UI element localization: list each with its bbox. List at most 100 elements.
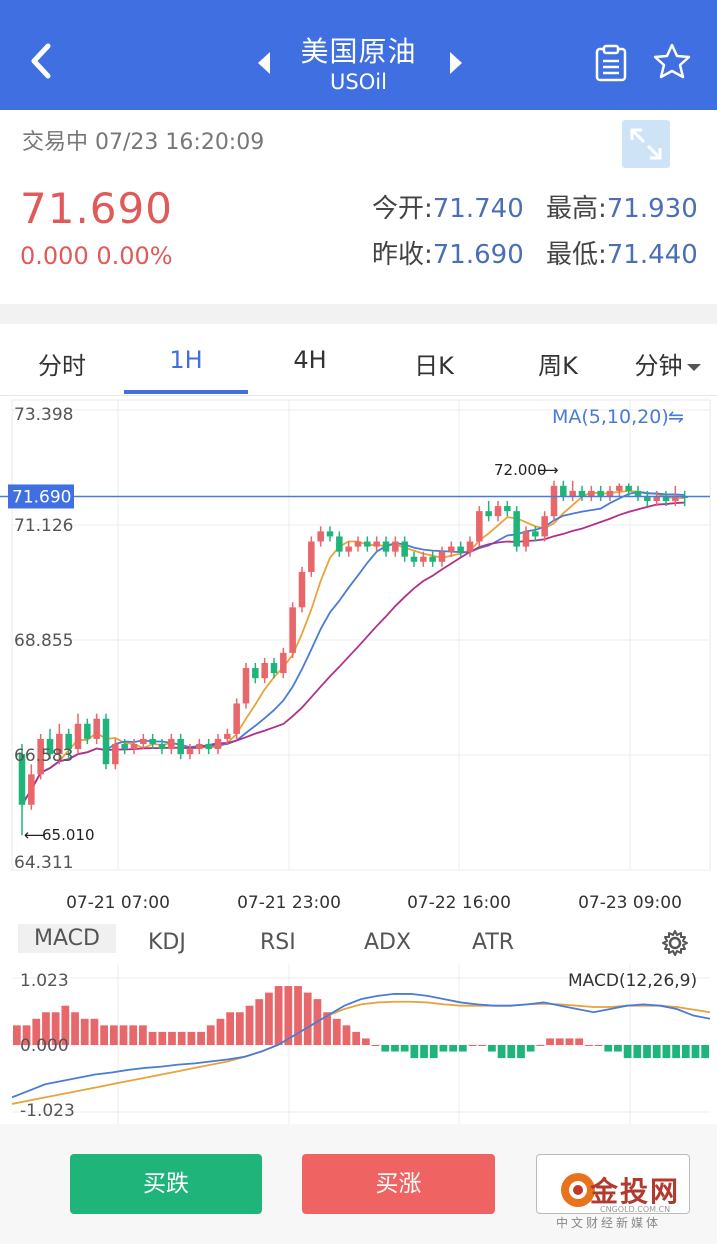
price-change: 0.000 0.00% [20,242,173,270]
tab-1h[interactable]: 1H [169,346,203,374]
macd-hist-bar [255,999,264,1045]
macd-hist-bar [497,1045,506,1059]
candle-body [522,531,530,547]
y-tick-label: 64.311 [14,853,73,873]
tab-minute[interactable]: 分钟 [620,346,717,381]
macd-hist-bar [410,1045,419,1059]
symbol-code: USOil [330,70,387,94]
candle-body [494,506,502,517]
macd-hist-bar [148,1031,157,1045]
macd-hist-bar [216,1018,225,1045]
tab-adx[interactable]: ADX [364,930,412,955]
candle-body [280,652,287,674]
tab-macd[interactable]: MACD [18,924,116,953]
candle-body [616,485,623,491]
macd-y-tick: 1.023 [20,971,69,991]
macd-dif-line [11,993,711,1099]
high-value: 71.930 [606,194,698,224]
macd-hist-bar [507,1045,516,1059]
buy-long-button[interactable]: 买涨 [302,1154,495,1214]
candlestick-chart[interactable]: 71.690 73.398 71.126 68.855 66.583 64.311 MA… [0,396,717,916]
candle-body [513,511,520,547]
expand-icon [630,128,662,160]
prev-close-label: 昨收: [372,240,433,270]
candle-body [102,718,110,765]
macd-hist-bar [22,1025,31,1045]
tab-rsi[interactable]: RSI [260,930,296,955]
candle-body [597,490,604,496]
tab-weekly[interactable]: 周K [538,352,578,380]
candle-body [326,531,334,537]
ma-legend[interactable]: MA(5,10,20) [552,406,669,428]
tab-kdj[interactable]: KDJ [148,930,186,955]
clipboard-icon[interactable] [594,44,628,82]
macd-hist-bar [265,992,273,1045]
candle-body [466,541,474,552]
chevron-left-icon[interactable] [22,38,62,84]
candle-body [476,511,483,542]
candle-body [65,733,72,750]
candle-body [140,738,147,745]
macd-hist-bar [400,1045,409,1052]
macd-hist-bar [71,1012,79,1045]
trading-status: 交易中 07/23 16:20:09 [22,124,264,156]
max-arrow-icon: ⟶ [537,461,559,479]
open-stat: 今开:71.740 [372,188,524,225]
candle-body [429,556,436,562]
gear-icon[interactable] [660,928,690,958]
candle-body [233,703,240,734]
macd-legend: MACD(12,26,9) [568,971,697,991]
expand-button[interactable] [622,120,670,168]
macd-hist-bar [594,1045,603,1046]
star-icon[interactable] [652,42,692,80]
x-tick-label: 07-23 09:00 [578,893,682,913]
candle-body [457,546,464,552]
tab-atr[interactable]: ATR [472,930,515,955]
macd-hist-bar [80,1018,89,1045]
prev-close-stat: 昨收:71.690 [372,234,524,271]
high-label: 最高: [546,194,607,224]
open-label: 今开: [372,194,433,224]
low-label: 最低: [546,240,607,270]
sell-short-button[interactable]: 买跌 [70,1154,262,1214]
macd-hist-bar [206,1025,215,1045]
macd-hist-bar [177,1031,186,1045]
macd-hist-bar [226,1012,235,1045]
watermark-url: CNGOLD.COM.CN [600,1205,671,1214]
tab-daily[interactable]: 日K [414,352,454,380]
macd-hist-bar [488,1045,496,1052]
macd-hist-bar [681,1045,690,1059]
candle-body [373,541,380,547]
candle-body [550,485,558,517]
candle-body [532,531,539,537]
watermark-brand: 金投网 [590,1175,681,1208]
candle-body [317,531,324,542]
macd-hist-bar [672,1045,680,1059]
tab-4h[interactable]: 4H [293,346,327,374]
candle-body [662,495,670,502]
macd-hist-bar [42,1012,50,1045]
toggle-icon[interactable]: ⇋ [668,406,684,428]
candle-body [205,744,212,750]
candle-body [392,541,399,552]
triangle-left-icon[interactable] [256,50,272,76]
macd-hist-bar [614,1045,622,1052]
macd-hist-bar [51,1012,60,1045]
more-button[interactable] [536,1154,690,1214]
macd-hist-bar [168,1031,176,1045]
candle-body [84,723,91,739]
indicator-tabs: MACD KDJ RSI ADX ATR [10,924,707,964]
macd-hist-bar [235,1012,244,1045]
candle-body [214,738,222,750]
macd-hist-bar [691,1045,700,1059]
candle-body [196,744,203,750]
macd-hist-bar [90,1018,99,1045]
triangle-right-icon[interactable] [448,50,464,76]
watermark-tagline: 中文财经新媒体 [556,1216,662,1230]
candle-body [289,607,296,653]
macd-hist-bar [332,1018,341,1045]
tab-minute-label: 分钟 [634,352,683,380]
macd-chart[interactable]: 1.023 0.000 -1.023 MACD(12,26,9) [0,964,717,1124]
tab-timeshare[interactable]: 分时 [38,352,86,380]
macd-hist-bar [129,1025,138,1045]
